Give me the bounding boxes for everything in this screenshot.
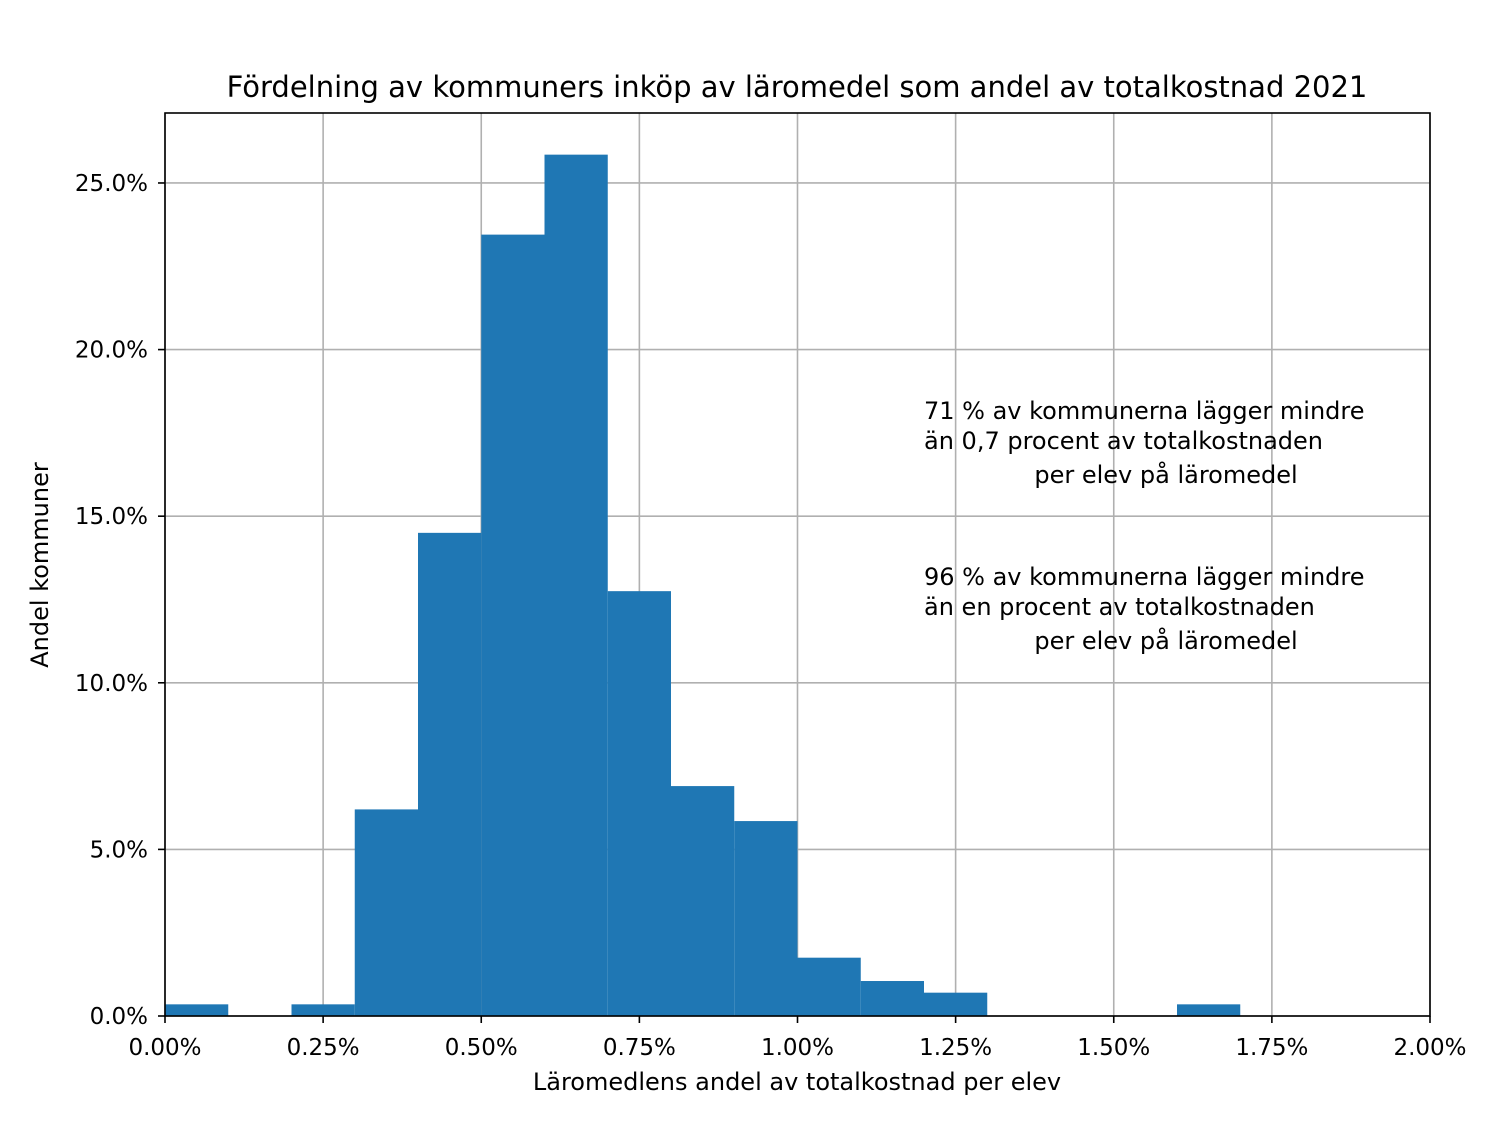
x-tick-label-1: 0.25%	[287, 1035, 360, 1061]
x-tick-label-4: 1.00%	[761, 1035, 834, 1061]
chart-title: Fördelning av kommuners inköp av läromed…	[227, 70, 1368, 104]
bars	[165, 154, 1241, 1016]
y-tick-label-3: 15.0%	[75, 504, 148, 530]
bar-3	[354, 809, 418, 1016]
bar-16	[1177, 1004, 1241, 1016]
y-tick-label-1: 5.0%	[90, 837, 148, 863]
bar-9	[734, 821, 798, 1016]
x-tick-label-7: 1.75%	[1235, 1035, 1308, 1061]
annotation-2-line-1: 96 % av kommunerna lägger mindre	[924, 563, 1365, 591]
annotations: 71 % av kommunerna lägger mindre än 0,7 …	[924, 397, 1365, 655]
x-axis-label: Läromedlens andel av totalkostnad per el…	[533, 1068, 1061, 1096]
y-tick-label-5: 25.0%	[75, 171, 148, 197]
annotation-2-line-2: än en procent av totalkostnaden	[924, 593, 1315, 621]
bar-4	[418, 532, 482, 1016]
annotation-1-line-3: per elev på läromedel	[1034, 460, 1297, 489]
annotation-1-line-2: än 0,7 procent av totalkostnaden	[924, 427, 1323, 455]
annotation-1-line-1: 71 % av kommunerna lägger mindre	[924, 397, 1365, 425]
annotation-2-line-3: per elev på läromedel	[1034, 626, 1297, 655]
bar-12	[924, 992, 988, 1016]
axis-ticks: 0.00% 0.25% 0.50% 0.75% 1.00% 1.25% 1.50% 1.75%…	[75, 171, 1467, 1061]
y-tick-label-0: 0.0%	[90, 1004, 148, 1030]
bar-5	[481, 234, 545, 1016]
x-tick-label-2: 0.50%	[445, 1035, 518, 1061]
bar-11	[860, 981, 924, 1016]
bar-7	[607, 591, 671, 1016]
bar-8	[671, 786, 735, 1016]
y-tick-label-4: 20.0%	[75, 338, 148, 364]
y-axis-label: Andel kommuner	[26, 462, 54, 668]
bar-6	[544, 154, 608, 1016]
x-tick-label-8: 2.00%	[1393, 1035, 1466, 1061]
bar-0	[165, 1004, 229, 1016]
x-tick-label-5: 1.25%	[919, 1035, 992, 1061]
y-tick-label-2: 10.0%	[75, 671, 148, 697]
bar-10	[797, 957, 861, 1016]
bar-2	[291, 1004, 355, 1016]
x-tick-label-6: 1.50%	[1077, 1035, 1150, 1061]
x-tick-label-0: 0.00%	[128, 1035, 201, 1061]
x-tick-label-3: 0.75%	[603, 1035, 676, 1061]
